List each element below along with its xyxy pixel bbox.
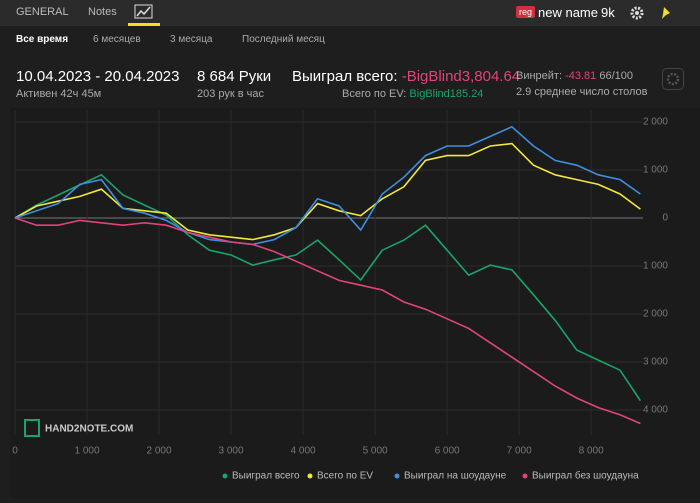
legend-marker: [222, 473, 228, 479]
tab[interactable]: GENERAL: [16, 6, 69, 18]
player-count: 9k: [601, 5, 615, 20]
x-tick-label: 7 000: [507, 446, 532, 457]
y-tick-label: 3 000: [643, 357, 668, 368]
ev-value: BigBlind185.24: [409, 88, 484, 100]
y-tick-label: 4 000: [643, 405, 668, 416]
period[interactable]: Все время: [16, 34, 69, 45]
legend-marker: [394, 473, 400, 479]
badge: reg: [516, 6, 536, 18]
won-label: Выиграл всего:: [292, 68, 398, 85]
won-value: -BigBlind3,804.64: [401, 68, 521, 85]
x-tick-label: 5 000: [363, 446, 388, 457]
legend-label: Всего по EV: [317, 471, 373, 482]
series-line: [14, 173, 642, 402]
chart-tab[interactable]: [128, 0, 160, 26]
icons[interactable]: [628, 4, 688, 22]
legend-marker: [522, 473, 528, 479]
tab[interactable]: Notes: [88, 6, 117, 18]
x-tick-label: 8 000: [579, 446, 604, 457]
legend-label: Выиграл без шоудауна: [532, 470, 639, 482]
watermark: HAND2NOTE.COM: [45, 424, 133, 435]
winrate: Винрейт: -43.81 66/100: [516, 70, 633, 82]
x-tick-label: 3 000: [219, 446, 244, 457]
series-line: [14, 125, 641, 246]
top-bar: [0, 0, 700, 26]
winrate-value: -43.81: [565, 70, 597, 82]
settings[interactable]: [662, 68, 684, 90]
series-line: [14, 142, 641, 241]
x-tick-label: 6 000: [435, 446, 460, 457]
logo: [24, 419, 40, 437]
legend-label: Выиграл на шоудауне: [404, 471, 507, 482]
legend-marker: [307, 473, 313, 479]
winrate-label: Винрейт:: [516, 70, 563, 82]
legend-label: Выиграл всего: [232, 471, 300, 482]
y-tick-label: 1 000: [643, 165, 668, 176]
player-name: new name: [538, 5, 598, 20]
hands: 8 684 Руки: [197, 68, 272, 85]
series-line: [14, 217, 641, 425]
tables: 2.9 среднее число столов: [516, 86, 648, 98]
period[interactable]: 6 месяцев: [93, 34, 141, 45]
y-tick-label: 0: [662, 213, 668, 224]
x-tick-label: 1 000: [75, 446, 100, 457]
x-tick-label: 2 000: [147, 446, 172, 457]
winrate-unit: 66/100: [599, 70, 634, 82]
won: Выиграл всего: -BigBlind3,804.64: [292, 68, 520, 85]
y-tick-label: 2 000: [643, 309, 668, 320]
x-tick-label: 4 000: [291, 446, 316, 457]
period[interactable]: 3 месяца: [170, 34, 213, 45]
active: Активен 42ч 45м: [16, 88, 102, 100]
ev-label: Всего по EV:: [342, 88, 407, 100]
ev: Всего по EV: BigBlind185.24: [342, 88, 483, 100]
y-tick-label: 1 000: [643, 261, 668, 272]
chart-bg: [10, 108, 700, 498]
y-tick-label: 2 000: [643, 117, 668, 128]
hands-per-hour: 203 рук в час: [197, 88, 265, 100]
x-tick-label: 0: [12, 446, 18, 457]
date-range: 10.04.2023 - 20.04.2023: [16, 68, 180, 85]
period[interactable]: Последний месяц: [242, 34, 325, 45]
